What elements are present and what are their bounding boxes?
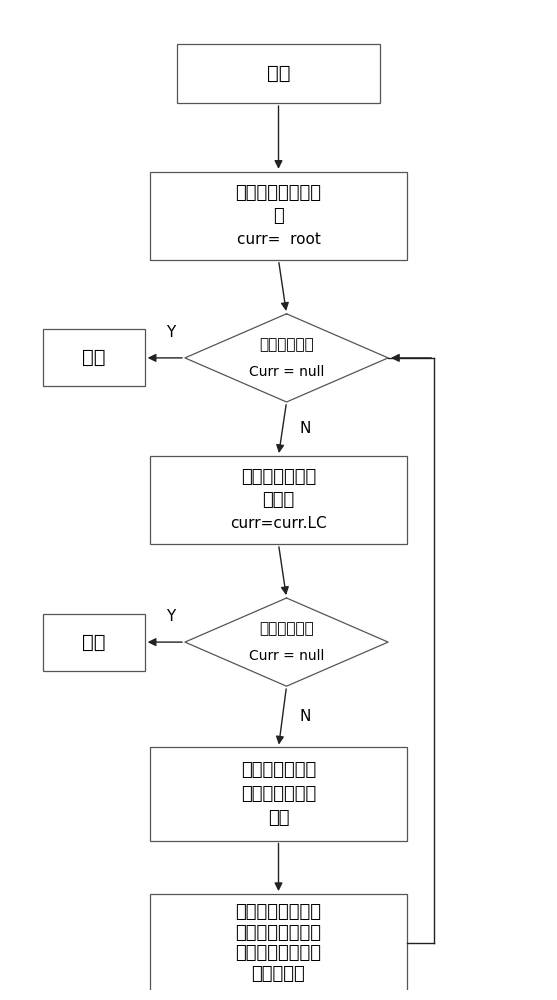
- Text: 当前结点判空: 当前结点判空: [259, 337, 314, 352]
- Text: 此操作步骤: 此操作步骤: [252, 965, 305, 983]
- Text: 当前结点的右结: 当前结点的右结: [241, 785, 316, 803]
- Bar: [43, 329, 145, 386]
- Bar: [177, 44, 380, 103]
- Text: N: N: [300, 709, 311, 724]
- Text: 个结点，循环执行: 个结点，循环执行: [236, 944, 321, 962]
- Polygon shape: [185, 314, 388, 402]
- Text: Curr = null: Curr = null: [249, 649, 324, 663]
- Text: Curr = null: Curr = null: [249, 365, 324, 379]
- Bar: [150, 894, 407, 992]
- Text: 当前结点指向根结: 当前结点指向根结: [236, 184, 321, 202]
- Bar: [150, 456, 407, 544]
- Text: 开始: 开始: [267, 64, 290, 83]
- Text: curr=  root: curr= root: [237, 232, 320, 247]
- Text: curr=curr.LC: curr=curr.LC: [230, 516, 327, 531]
- Text: 结束: 结束: [82, 633, 106, 652]
- Text: N: N: [300, 421, 311, 436]
- Text: 点: 点: [273, 207, 284, 225]
- Text: 结束: 结束: [82, 348, 106, 367]
- Text: Y: Y: [165, 609, 175, 624]
- Bar: [43, 614, 145, 671]
- Text: 其右结点链中的每: 其右结点链中的每: [236, 924, 321, 942]
- Bar: [150, 747, 407, 841]
- Polygon shape: [185, 598, 388, 686]
- Text: 左孩子: 左孩子: [262, 491, 295, 509]
- Text: 当前结点指向其: 当前结点指向其: [241, 468, 316, 486]
- Bar: [150, 172, 407, 260]
- Text: Y: Y: [165, 325, 175, 340]
- Text: 按照字典序排序: 按照字典序排序: [241, 760, 316, 778]
- Text: 当前结点依次指向: 当前结点依次指向: [236, 903, 321, 921]
- Text: 点链: 点链: [268, 810, 289, 828]
- Text: 当前结点判空: 当前结点判空: [259, 621, 314, 636]
